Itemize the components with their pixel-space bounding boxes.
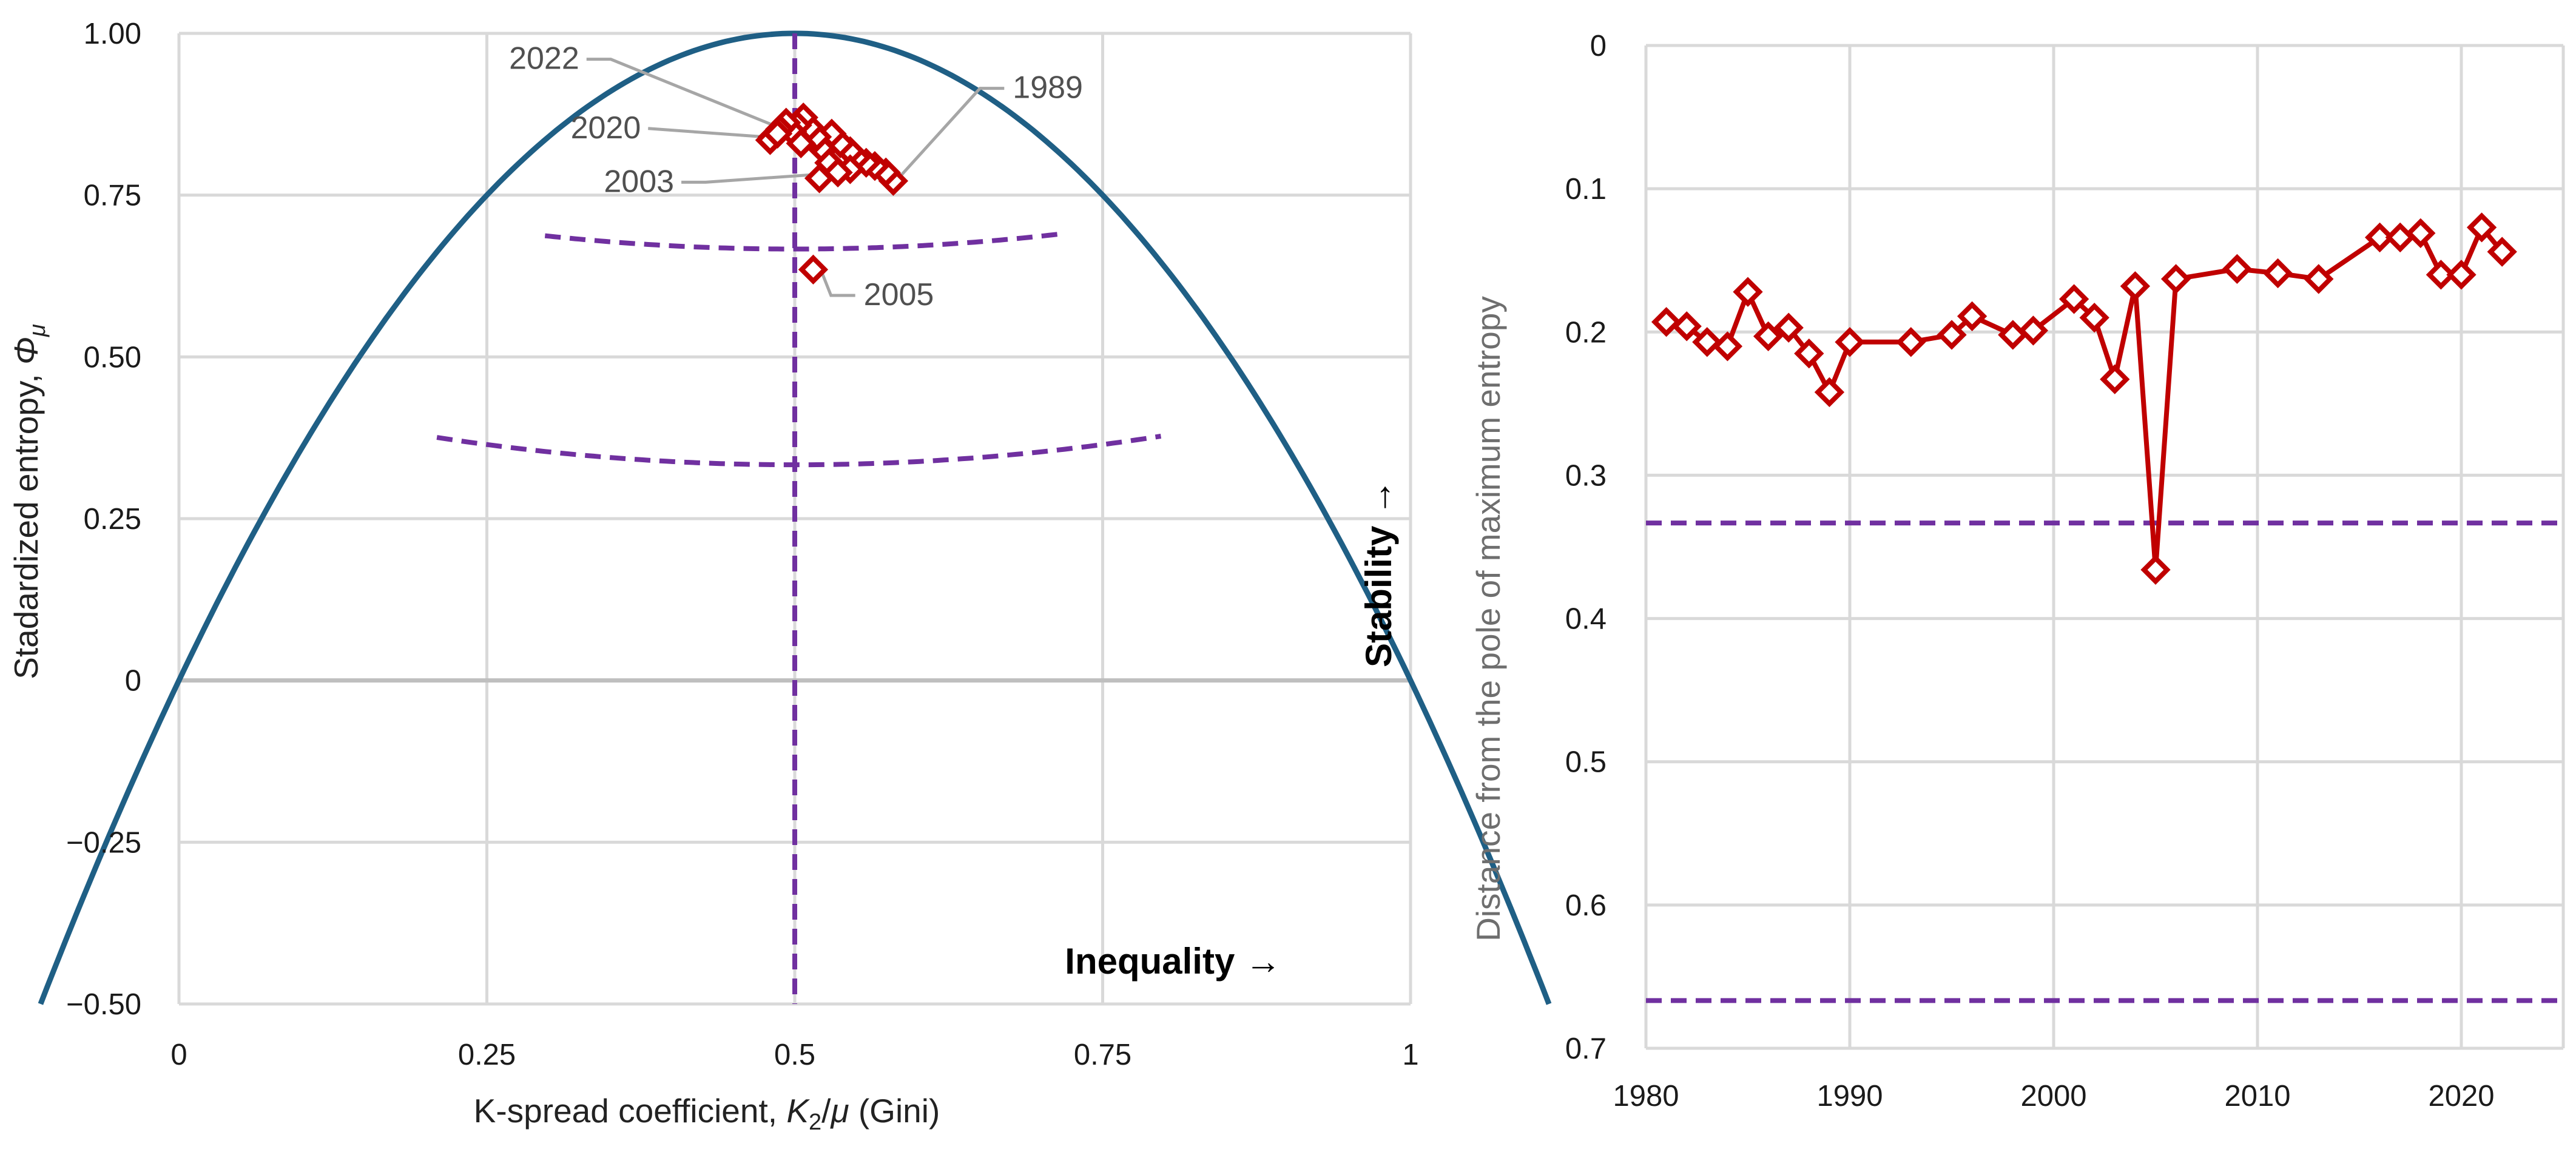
- distance-time-chart: 0 0.1 0.2 0.3 0.4 0.5 0.6 0.7 1980 1990 2000 2010 2…: [1469, 30, 2565, 1113]
- leader-2022: [586, 58, 775, 127]
- right-y-axis-label: Distance from the pole of maximum entrop…: [1469, 296, 1507, 941]
- annotation-label-2005: 2005: [864, 277, 934, 312]
- left-x-tick-label: 0.25: [458, 1039, 516, 1071]
- left-point: [786, 128, 816, 158]
- right-point: [2446, 260, 2477, 290]
- right-point: [1896, 327, 1926, 357]
- right-point: [2058, 284, 2089, 314]
- right-y-tick-label: 0.6: [1565, 889, 1607, 922]
- right-y-tick-label: 0.1: [1565, 173, 1607, 206]
- right-y-tick-label: 0: [1590, 30, 1607, 62]
- right-point: [2426, 260, 2456, 290]
- right-point: [2079, 303, 2109, 333]
- right-point: [1733, 277, 1763, 307]
- right-x-tick-labels: 1980 1990 2000 2010 2020: [1613, 1080, 2494, 1113]
- right-x-tick-label: 2020: [2428, 1080, 2494, 1113]
- right-point: [1835, 327, 1865, 357]
- right-point: [1773, 312, 1804, 343]
- left-y-tick-label: 0.25: [84, 503, 141, 536]
- left-y-tick-label: 0.50: [84, 341, 141, 374]
- annotation-label-2022: 2022: [509, 41, 579, 76]
- left-x-tick-label: 0.75: [1074, 1039, 1131, 1071]
- right-point: [2406, 218, 2436, 249]
- right-point: [2304, 264, 2334, 294]
- leader-2003: [681, 173, 814, 184]
- right-point: [1957, 301, 1988, 331]
- right-point: [2140, 554, 2171, 585]
- leader-2005: [818, 265, 855, 297]
- left-y-tick-label: −0.50: [66, 988, 141, 1021]
- left-x-tick-label: 0: [170, 1039, 187, 1071]
- right-point: [2120, 271, 2151, 301]
- right-y-tick-label: 0.2: [1565, 316, 1607, 349]
- right-point: [2364, 222, 2395, 253]
- left-y-tick-label: 0.75: [84, 180, 141, 212]
- left-y-tick-label: −0.25: [66, 826, 141, 859]
- left-point: [804, 163, 835, 194]
- left-guide-arc-2: [436, 434, 1162, 468]
- left-data-points: [755, 103, 909, 285]
- left-y-axis-label: Stadardized entropy, Φμ: [7, 324, 50, 679]
- right-data-points: [1651, 212, 2517, 585]
- right-y-tick-labels: 0 0.1 0.2 0.3 0.4 0.5 0.6 0.7: [1565, 30, 1607, 1065]
- leader-1989: [898, 87, 1005, 178]
- right-point: [1692, 327, 1722, 357]
- right-y-tick-label: 0.7: [1565, 1032, 1607, 1065]
- right-x-tick-label: 2010: [2224, 1080, 2290, 1113]
- right-point: [1998, 320, 2028, 350]
- right-point: [2100, 364, 2130, 394]
- left-x-tick-label: 0.5: [774, 1039, 815, 1071]
- right-x-tick-label: 1990: [1816, 1080, 1883, 1113]
- right-point: [2222, 254, 2253, 285]
- right-point: [1712, 331, 1743, 362]
- annotation-label-2003: 2003: [604, 164, 674, 199]
- right-point: [2160, 264, 2191, 294]
- left-guide-arc-1: [544, 231, 1062, 252]
- right-point: [2018, 315, 2049, 346]
- right-point: [2487, 237, 2517, 267]
- stability-direction-label: Stability →: [1358, 479, 1399, 667]
- right-point: [1937, 320, 1967, 350]
- right-point: [1651, 307, 1682, 337]
- right-point: [1794, 339, 1824, 369]
- right-y-tick-label: 0.4: [1565, 603, 1607, 636]
- annotation-labels: 2022 2020 2003 1989 2005: [509, 41, 1083, 312]
- left-point: [762, 118, 793, 149]
- annotation-leaders: [586, 58, 1005, 297]
- right-gridlines: [1644, 44, 2565, 1050]
- annotation-label-1989: 1989: [1013, 70, 1083, 106]
- left-y-tick-label: 1.00: [84, 18, 141, 50]
- right-point: [2385, 222, 2415, 253]
- annotation-label-2020: 2020: [571, 110, 641, 146]
- left-y-tick-label: 0: [125, 665, 141, 698]
- right-point: [1753, 321, 1784, 352]
- right-point: [1814, 377, 1845, 408]
- left-point: [798, 254, 829, 285]
- right-x-tick-label: 2000: [2020, 1080, 2086, 1113]
- distance-series-line: [1665, 224, 2504, 573]
- right-y-tick-label: 0.3: [1565, 459, 1607, 492]
- left-y-tick-labels: 1.00 0.75 0.50 0.25 0 −0.25 −0.50: [66, 18, 141, 1021]
- leader-2020: [648, 127, 764, 139]
- left-x-axis-label: K-spread coefficient, K2/μ (Gini): [474, 1092, 940, 1135]
- right-point: [2262, 258, 2293, 289]
- right-x-tick-label: 1980: [1613, 1080, 1679, 1113]
- left-x-tick-label: 1: [1402, 1039, 1418, 1071]
- right-guide-lines: [1646, 520, 2563, 1003]
- right-point: [1671, 311, 1702, 342]
- right-y-tick-label: 0.5: [1565, 746, 1607, 779]
- left-x-tick-labels: 0 0.25 0.5 0.75 1: [170, 1039, 1418, 1071]
- right-point: [2466, 212, 2497, 243]
- inequality-direction-label: Inequality →: [1065, 941, 1281, 982]
- left-guide-lines: [436, 33, 1162, 1004]
